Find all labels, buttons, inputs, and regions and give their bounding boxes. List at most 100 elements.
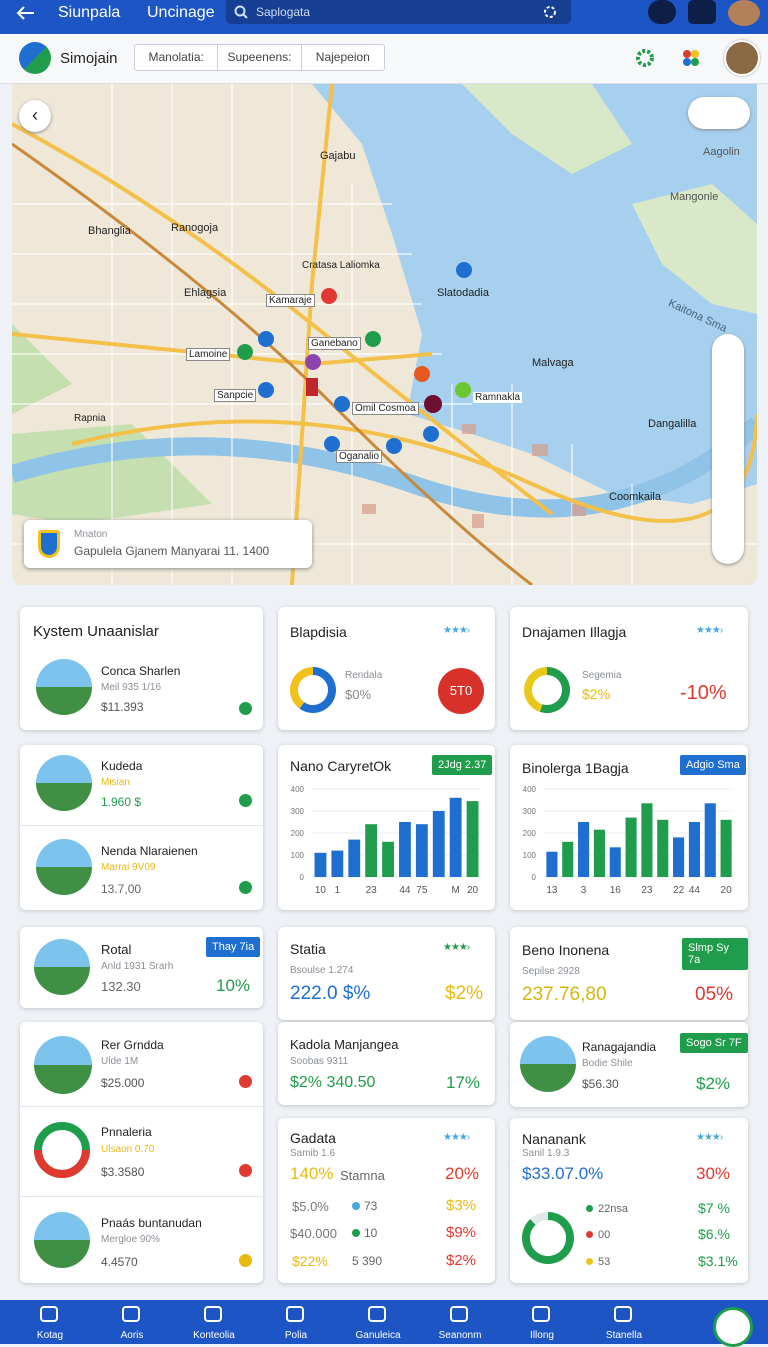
donut-segment	[522, 1212, 574, 1264]
nav-item[interactable]: Ganuleica	[342, 1300, 414, 1344]
nav-label: Polia	[284, 1330, 308, 1341]
metric-label: Stamna	[340, 1168, 385, 1183]
map[interactable]: Gajabu Bhanglia Ranogoja Ehlagsia Slatod…	[12, 84, 757, 585]
nav-item[interactable]: Kotag	[14, 1300, 86, 1344]
nav-label: Stanella	[605, 1330, 643, 1341]
item-price: 4.4570	[101, 1255, 138, 1269]
metric-value: 222.0 $%	[290, 983, 371, 1004]
badge: 2Jdg 2.37	[432, 755, 493, 775]
donut-segment	[299, 667, 336, 713]
chart-title: Nano CaryretOk	[290, 758, 392, 774]
rating: ★★★›	[443, 1132, 470, 1143]
tab[interactable]: Manolatia:	[135, 45, 219, 70]
top-bar: Siunpala Uncinage Saplogata	[0, 0, 768, 34]
y-tick-label: 0	[300, 873, 305, 882]
x-tick-label: 23	[366, 885, 378, 896]
metric-change: $2%	[445, 983, 484, 1004]
nav-item[interactable]: Illong	[506, 1300, 578, 1344]
nav-label: Aoris	[120, 1330, 144, 1341]
status-dot	[239, 702, 252, 715]
x-tick-label: 23	[641, 885, 653, 896]
nav-label: Konteolia	[193, 1330, 235, 1341]
card-sub: Sanil 1.9.3	[522, 1148, 570, 1159]
metric-label: Rendala	[345, 670, 383, 681]
y-tick-label: 400	[291, 785, 305, 794]
bar	[641, 803, 653, 877]
card: Kadola Manjangea Soobas 9311 $2% 340.50 …	[278, 1022, 495, 1105]
row-change: $3%	[446, 1197, 477, 1214]
info-title: Mnaton	[74, 529, 108, 540]
card-title: Gadata	[290, 1130, 336, 1146]
badge: Slmp Sy 7a	[682, 938, 748, 970]
map-label: Mangonle	[670, 191, 719, 203]
bar	[331, 850, 344, 877]
bar	[348, 839, 361, 877]
search-box[interactable]: Saplogata	[226, 0, 571, 24]
legend-dot	[586, 1205, 593, 1212]
rating: ★★★›	[696, 625, 723, 636]
divider	[20, 1106, 263, 1107]
fab[interactable]	[713, 1307, 753, 1347]
metric-change: 30%	[696, 1164, 731, 1183]
card: Beno Inonena Slmp Sy 7a Sepilse 2928 237…	[510, 927, 748, 1020]
item-price: 13.7,00	[101, 882, 142, 896]
card: Kystem Unaanislar Conca Sharlen Meil 935…	[20, 607, 263, 730]
bar	[432, 811, 445, 877]
card-title: Beno Inonena	[522, 942, 610, 958]
row-count: 10	[364, 1226, 378, 1240]
zoom-controls[interactable]	[688, 97, 750, 129]
item-name: Rotal	[101, 942, 132, 957]
nav-item[interactable]: Aoris	[96, 1300, 168, 1344]
thumbnail	[36, 659, 92, 715]
card-title: Kystem Unaanislar	[33, 623, 159, 640]
bar-chart: 0 100 200 300 400 13 3 16 23 22 44 20	[523, 785, 734, 896]
back-button[interactable]	[14, 4, 38, 22]
info-text: Gapulela Gjanem Manyarai 11. 1400	[74, 544, 270, 558]
notification-icon[interactable]	[648, 0, 676, 24]
nav-icon	[450, 1306, 468, 1322]
map-label: Gajabu	[320, 150, 356, 162]
map-back[interactable]: ‹	[19, 100, 51, 132]
item-sub: Anld 1931 Srarh	[101, 961, 174, 972]
apps-icon[interactable]	[680, 47, 702, 69]
legend-label: 22nsa	[598, 1203, 628, 1215]
card-sub: Sepilse 2928	[522, 966, 580, 977]
legend-dot	[586, 1231, 593, 1238]
map-label: Ganebano	[308, 337, 361, 350]
donut	[290, 667, 336, 713]
app-subtitle: Uncinage	[147, 4, 215, 21]
item-change: $2%	[696, 1074, 731, 1093]
map-label: Slatodadia	[437, 287, 489, 299]
profile-avatar[interactable]	[728, 0, 760, 26]
thumbnail	[34, 1036, 92, 1094]
legend-dot	[352, 1202, 360, 1210]
card: Statia ★★★› Bsoulse 1.274 222.0 $% $2%	[278, 927, 495, 1020]
nav-item[interactable]: Stanella	[588, 1300, 660, 1344]
device-icon[interactable]	[688, 0, 716, 24]
nav-item[interactable]: Seanonm	[424, 1300, 496, 1344]
map-info-card[interactable]: Mnaton Gapulela Gjanem Manyarai 11. 1400	[24, 520, 312, 568]
settings-icon[interactable]	[634, 47, 656, 69]
map-label: Aagolin	[703, 146, 740, 158]
map-tools[interactable]	[712, 334, 744, 564]
map-label: Bhanglia	[88, 225, 131, 237]
map-label: Oganalio	[336, 450, 383, 463]
legend-dot	[586, 1258, 593, 1265]
nav-item[interactable]: Polia	[260, 1300, 332, 1344]
bar	[688, 822, 700, 877]
legend-value: $6.%	[698, 1226, 730, 1242]
tab[interactable]: Supeenens:	[218, 45, 302, 70]
card-sub: Soobas 9311	[290, 1056, 349, 1067]
map-label: Coomkaila	[609, 491, 661, 503]
nav-label: Illong	[530, 1330, 554, 1341]
status-dot	[239, 1254, 252, 1267]
user-avatar[interactable]	[724, 40, 760, 76]
nav-item[interactable]: Konteolia	[178, 1300, 250, 1344]
nav-icon	[368, 1306, 386, 1322]
ring-icon	[34, 1122, 90, 1178]
x-tick-label: M	[451, 885, 459, 896]
nav-icon	[40, 1306, 58, 1322]
tab[interactable]: Najepeion	[315, 50, 370, 64]
item-change: 10%	[216, 976, 251, 995]
item-name: Pnnaleria	[101, 1125, 152, 1139]
